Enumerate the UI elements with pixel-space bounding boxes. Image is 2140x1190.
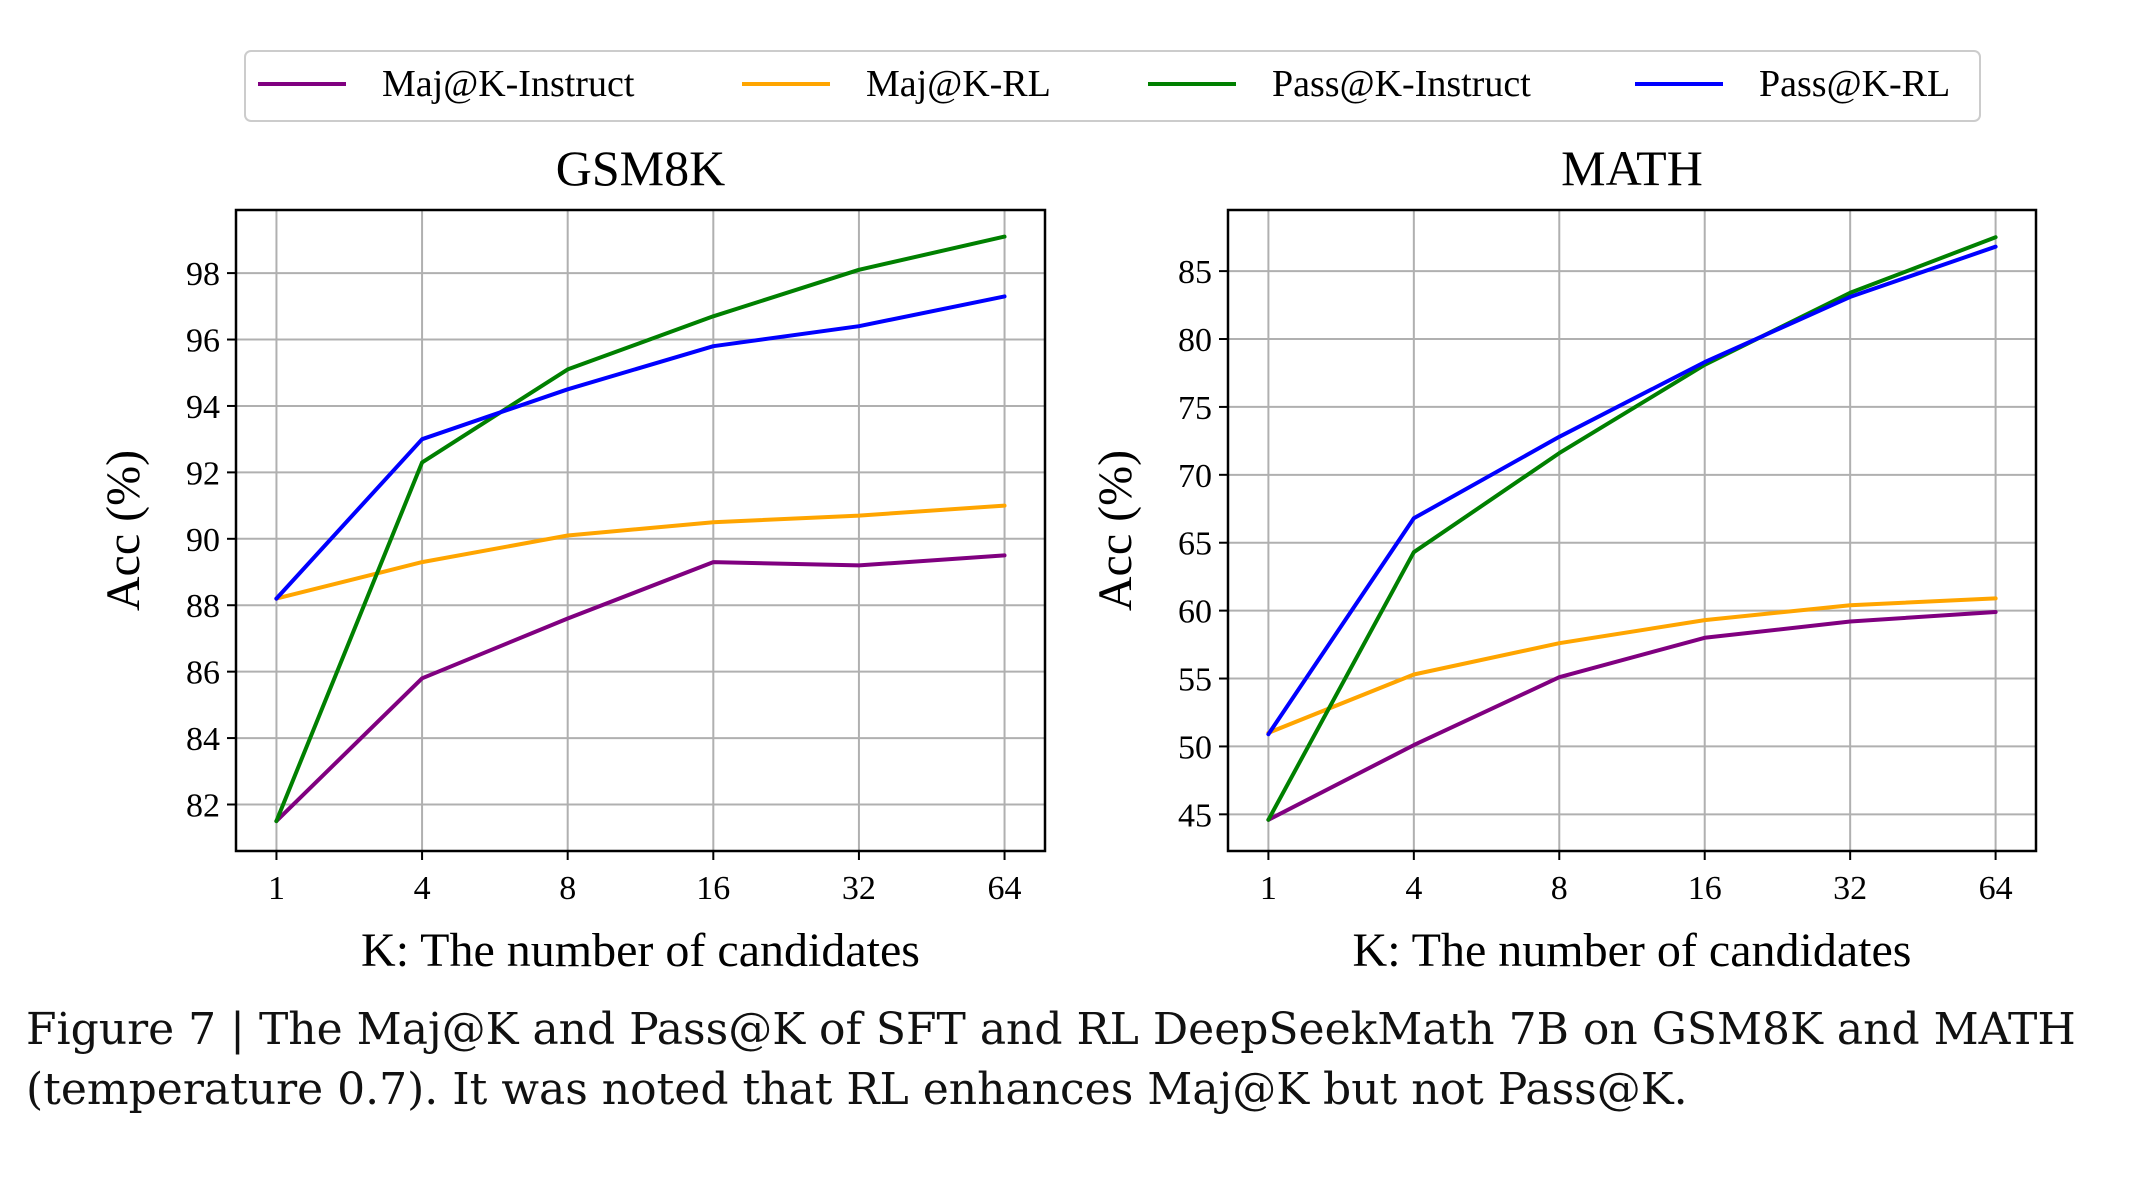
legend-label: Maj@K-RL (866, 63, 1051, 105)
x-tick-label: 64 (988, 870, 1022, 907)
plot-frame (234, 208, 1047, 853)
caption-line-2: (temperature 0.7). It was noted that RL … (26, 1064, 1688, 1115)
y-tick-label: 86 (186, 655, 220, 692)
chart-gsm8k: 1 4 8 16 32 64 82 84 86 88 90 92 94 96 98 GSM8K K: The n… (97, 140, 1047, 977)
x-tick-label: 16 (696, 870, 730, 907)
legend: Maj@K-Instruct Maj@K-RL Pass@K-Instruct Pas… (244, 50, 1981, 122)
y-tick-label: 96 (186, 323, 220, 360)
series-line (274, 503, 1007, 601)
y-tick-label: 70 (1178, 458, 1212, 495)
x-tick-label: 4 (414, 870, 431, 907)
chart-title: MATH (1561, 140, 1703, 196)
x-axis-label: K: The number of candidates (1353, 924, 1912, 977)
series-line (1266, 235, 1998, 822)
x-tick-label: 16 (1688, 870, 1722, 907)
y-axis-label: Acc (%) (1089, 450, 1142, 611)
y-tick-label: 80 (1178, 322, 1212, 359)
y-tick-label: 90 (186, 522, 220, 559)
y-tick-label: 55 (1178, 662, 1212, 699)
plot-frame (1226, 208, 2038, 853)
x-axis-label: K: The number of candidates (361, 924, 920, 977)
legend-label: Maj@K-Instruct (382, 63, 635, 105)
x-tick-label: 8 (1551, 870, 1568, 907)
y-tick-label: 85 (1178, 254, 1212, 291)
y-tick-label: 82 (186, 788, 220, 825)
y-tick-label: 65 (1178, 526, 1212, 563)
x-tick-label: 1 (1260, 870, 1277, 907)
y-tick-label: 50 (1178, 729, 1212, 766)
x-tick-label: 1 (268, 870, 285, 907)
x-tick-label: 8 (559, 870, 576, 907)
x-tick-label: 32 (842, 870, 876, 907)
series-line (1266, 596, 1998, 735)
y-tick-label: 84 (186, 721, 220, 758)
y-tick-label: 45 (1178, 797, 1212, 834)
legend-frame (244, 50, 1981, 122)
y-tick-label: 94 (186, 389, 220, 426)
caption-line-1: Figure 7 | The Maj@K and Pass@K of SFT a… (26, 1004, 2076, 1055)
figure: Maj@K-Instruct Maj@K-RL Pass@K-Instruct Pas… (97, 50, 2038, 977)
legend-label: Pass@K-RL (1759, 63, 1950, 105)
series-line (1266, 610, 1998, 822)
y-tick-label: 92 (186, 455, 220, 492)
x-tick-label: 32 (1833, 870, 1867, 907)
y-axis-label: Acc (%) (97, 450, 150, 611)
figure-caption: Figure 7 | The Maj@K and Pass@K of SFT a… (26, 1000, 2126, 1120)
series-line (274, 553, 1007, 824)
x-tick-label: 4 (1405, 870, 1422, 907)
series-line (274, 294, 1007, 601)
x-tick-label: 64 (1979, 870, 2013, 907)
series-line (1266, 244, 1998, 737)
y-tick-label: 98 (186, 256, 220, 293)
y-tick-label: 88 (186, 588, 220, 625)
chart-title: GSM8K (556, 140, 725, 196)
chart-math: 1 4 8 16 32 64 45 50 55 60 65 70 75 80 85 MATH K: The nu… (1089, 140, 2038, 977)
y-tick-label: 75 (1178, 390, 1212, 427)
y-tick-label: 60 (1178, 594, 1212, 631)
series-line (274, 234, 1007, 824)
legend-label: Pass@K-Instruct (1272, 63, 1531, 105)
